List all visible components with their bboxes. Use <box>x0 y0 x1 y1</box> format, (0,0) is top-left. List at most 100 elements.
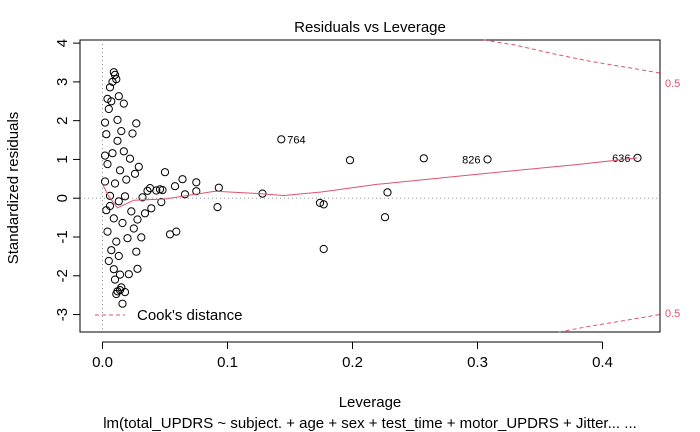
data-point <box>119 99 128 108</box>
data-point <box>108 77 117 87</box>
data-point <box>120 192 130 201</box>
data-point <box>115 270 125 279</box>
scatter-points <box>100 68 642 308</box>
data-point <box>107 246 116 255</box>
y-tick-label: 1 <box>54 155 71 163</box>
data-point <box>178 175 187 184</box>
data-point <box>319 244 328 254</box>
data-point <box>143 186 152 195</box>
data-point <box>105 83 115 92</box>
data-point <box>130 169 140 178</box>
y-tick-label: 4 <box>54 39 71 47</box>
data-point <box>157 198 166 207</box>
data-point <box>133 215 142 224</box>
data-point <box>109 214 118 223</box>
data-point <box>160 168 170 177</box>
data-point <box>134 162 143 171</box>
data-point <box>110 70 120 80</box>
data-point <box>110 179 120 188</box>
cook-distance-contours <box>483 39 661 333</box>
x-axis: 0.0 0.1 0.2 0.3 0.4 <box>92 341 613 371</box>
y-tick-label: -1 <box>54 230 71 243</box>
point-label: 826 <box>462 154 480 166</box>
data-point <box>103 94 112 104</box>
data-point <box>103 160 112 169</box>
y-axis-label: Standardized residuals <box>5 112 22 265</box>
data-point <box>105 201 115 211</box>
data-point <box>129 224 138 233</box>
data-point <box>100 118 110 127</box>
data-point <box>124 270 133 279</box>
plot-area-frame <box>79 39 661 333</box>
data-point <box>419 154 428 163</box>
x-tick-label: 0.2 <box>342 354 363 371</box>
chart-title: Residuals vs Leverage <box>294 19 446 36</box>
data-point <box>158 186 167 195</box>
data-point <box>105 191 115 200</box>
data-point <box>115 166 125 175</box>
data-point <box>380 213 390 222</box>
y-axis: -3 -2 -1 0 1 2 3 4 <box>54 39 81 321</box>
data-point <box>123 234 132 243</box>
data-point <box>109 265 118 274</box>
x-tick-label: 0.3 <box>467 354 488 371</box>
data-point <box>213 203 222 212</box>
data-point <box>127 207 136 216</box>
y-tick-label: 3 <box>54 78 71 86</box>
data-point <box>102 130 111 139</box>
data-point <box>315 198 325 207</box>
x-tick-label: 0.1 <box>217 354 238 371</box>
reference-lines <box>80 40 660 332</box>
data-point <box>125 154 135 163</box>
data-point <box>104 104 113 114</box>
data-point <box>110 275 120 284</box>
data-point <box>112 237 121 246</box>
cook-contour-lower <box>558 314 661 333</box>
model-formula-subtitle: lm(total_UPDRS ~ subject. + age + sex + … <box>103 415 637 432</box>
cook-label-lower: 0.5 <box>665 308 680 320</box>
data-point <box>122 175 131 184</box>
data-point <box>117 127 126 136</box>
data-point <box>114 92 123 101</box>
data-point <box>114 197 123 206</box>
data-point <box>165 230 175 239</box>
point-label: 636 <box>612 153 630 165</box>
data-point <box>104 256 113 266</box>
data-point <box>100 151 110 160</box>
y-tick-label: 0 <box>54 194 71 202</box>
data-point <box>132 247 141 256</box>
labeled-data-point <box>277 135 286 144</box>
data-point <box>319 200 328 209</box>
x-axis-label: Leverage <box>339 394 402 411</box>
data-point <box>145 184 155 193</box>
smoother-line <box>102 157 638 209</box>
data-point <box>103 227 112 236</box>
data-point <box>180 190 190 199</box>
data-point <box>128 129 137 138</box>
data-point <box>214 183 223 192</box>
data-point <box>137 233 146 242</box>
data-point <box>118 299 127 308</box>
cook-contour-upper <box>483 39 661 74</box>
point-labels: 764 826 636 <box>102 134 638 209</box>
data-point <box>170 182 180 191</box>
data-point <box>112 289 121 299</box>
data-point <box>114 251 123 261</box>
data-point <box>113 136 122 145</box>
labeled-data-point <box>483 155 492 164</box>
y-tick-label: -2 <box>54 269 71 282</box>
data-point <box>100 177 110 186</box>
data-point <box>108 149 117 158</box>
point-label: 764 <box>287 134 305 146</box>
data-point <box>192 187 201 196</box>
legend-label: Cook's distance <box>137 307 242 324</box>
x-tick-label: 0.0 <box>92 354 113 371</box>
cook-label-upper: 0.5 <box>665 78 680 90</box>
data-point <box>132 119 141 128</box>
data-point <box>192 178 201 187</box>
data-point <box>147 204 156 213</box>
data-point <box>140 209 150 218</box>
y-tick-label: 2 <box>54 116 71 124</box>
data-point <box>113 115 122 125</box>
